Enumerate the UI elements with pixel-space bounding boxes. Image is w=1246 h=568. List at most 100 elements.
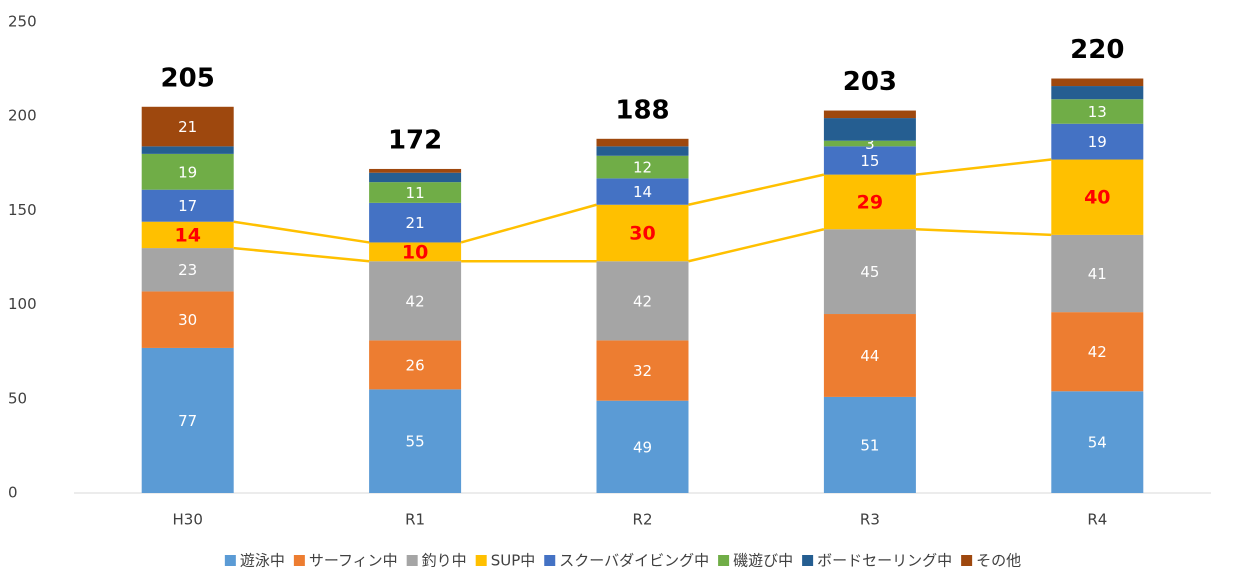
bar-segment — [823, 146, 916, 175]
x-tick-label: R1 — [405, 511, 425, 529]
legend-label: サーフィン中 — [309, 552, 398, 568]
series-line — [233, 246, 370, 263]
bar-segment — [369, 242, 462, 262]
bar-segment — [369, 172, 462, 183]
y-tick-label: 100 — [8, 295, 37, 313]
bar-segment — [369, 261, 462, 341]
data-label: 23 — [178, 261, 197, 279]
bar-segment — [596, 146, 689, 156]
data-label: 17 — [178, 197, 197, 215]
total-label: 203 — [843, 67, 897, 97]
legend-swatch — [544, 555, 556, 566]
data-label: 77 — [178, 412, 197, 430]
bar-segment — [141, 291, 234, 348]
data-label: 21 — [178, 118, 197, 136]
x-tick-label: R2 — [633, 511, 653, 529]
data-label: 42 — [406, 292, 425, 310]
bar-segment — [596, 138, 689, 147]
legend-label: 遊泳中 — [240, 552, 285, 568]
bar-segment — [141, 153, 234, 190]
legend-label: 釣り中 — [422, 552, 467, 568]
bar-segment — [141, 106, 234, 147]
data-label: 11 — [406, 184, 425, 202]
legend-label: スクーバダイビング中 — [559, 552, 709, 568]
data-label: 13 — [1088, 103, 1107, 121]
data-label: 26 — [406, 356, 425, 374]
bar-segment — [1051, 123, 1144, 160]
data-label: 3 — [865, 135, 875, 153]
data-label: 55 — [406, 433, 425, 451]
bar-segment — [141, 221, 234, 249]
series-line — [688, 173, 825, 206]
bar-segment — [141, 189, 234, 222]
bar-segment — [823, 118, 916, 141]
total-label: 172 — [388, 125, 442, 155]
data-label: 42 — [1088, 343, 1107, 361]
data-label: 21 — [406, 214, 425, 232]
series-line — [460, 203, 597, 244]
legend-label: その他 — [976, 552, 1021, 568]
bar-segment — [369, 389, 462, 493]
bar-segment — [823, 314, 916, 397]
total-label: 220 — [1070, 35, 1124, 65]
legend-swatch — [802, 555, 814, 566]
legend-label: 磯遊び中 — [733, 552, 793, 568]
series-line — [915, 227, 1052, 237]
data-label: 15 — [860, 152, 879, 170]
data-label: 19 — [1088, 133, 1107, 151]
bar-segment — [596, 204, 689, 262]
total-label: 188 — [615, 95, 669, 125]
y-tick-label: 0 — [8, 484, 18, 502]
bar-segment — [1051, 99, 1144, 124]
legend-swatch — [293, 555, 305, 566]
bar-segment — [823, 140, 916, 147]
legend-label: SUP中 — [491, 552, 536, 568]
data-label: 51 — [860, 436, 879, 454]
series-line — [915, 158, 1052, 176]
bar-segment — [369, 168, 462, 173]
total-label: 205 — [161, 63, 215, 93]
data-label: 30 — [629, 223, 655, 245]
data-label: 19 — [178, 163, 197, 181]
bar-segment — [596, 400, 689, 493]
series-line — [688, 228, 825, 263]
legend-swatch — [224, 555, 236, 566]
legend: 遊泳中 サーフィン中 釣り中 SUP中 スクーバダイビング中 磯遊び中 ボードセーリング中 そ… — [224, 552, 1021, 568]
bar-segment — [823, 174, 916, 230]
y-tick-label: 50 — [8, 389, 27, 407]
bar-segment — [823, 396, 916, 493]
data-label: 41 — [1088, 265, 1107, 283]
data-label: 14 — [633, 183, 652, 201]
series-line — [233, 220, 370, 244]
bar-segment — [1051, 312, 1144, 392]
data-label: 49 — [633, 438, 652, 456]
data-label: 29 — [857, 191, 883, 213]
legend-swatch — [718, 555, 730, 566]
data-label: 12 — [633, 159, 652, 177]
data-label: 32 — [633, 362, 652, 380]
legend-swatch — [961, 555, 973, 566]
bar-segment — [823, 110, 916, 119]
bar-segment — [823, 229, 916, 315]
data-label: 44 — [860, 347, 879, 365]
data-label: 54 — [1088, 434, 1107, 452]
bar-segment — [596, 178, 689, 205]
bar-segment — [1051, 234, 1144, 313]
data-label: 30 — [178, 311, 197, 329]
y-tick-label: 150 — [8, 201, 37, 219]
x-tick-label: H30 — [173, 511, 203, 529]
bar-segment — [596, 340, 689, 401]
data-label: 10 — [402, 241, 428, 263]
bar-segment — [141, 146, 234, 154]
bar-segment — [1051, 159, 1144, 235]
bar-segment — [1051, 78, 1144, 87]
bar-segment — [369, 340, 462, 390]
bar-segment — [596, 155, 689, 179]
y-tick-label: 200 — [8, 107, 37, 125]
legend-swatch — [406, 555, 418, 566]
bar-segment — [369, 182, 462, 203]
data-label: 45 — [860, 263, 879, 281]
data-label: 42 — [633, 292, 652, 310]
bar-segment — [141, 347, 234, 493]
bar-segment — [141, 248, 234, 292]
